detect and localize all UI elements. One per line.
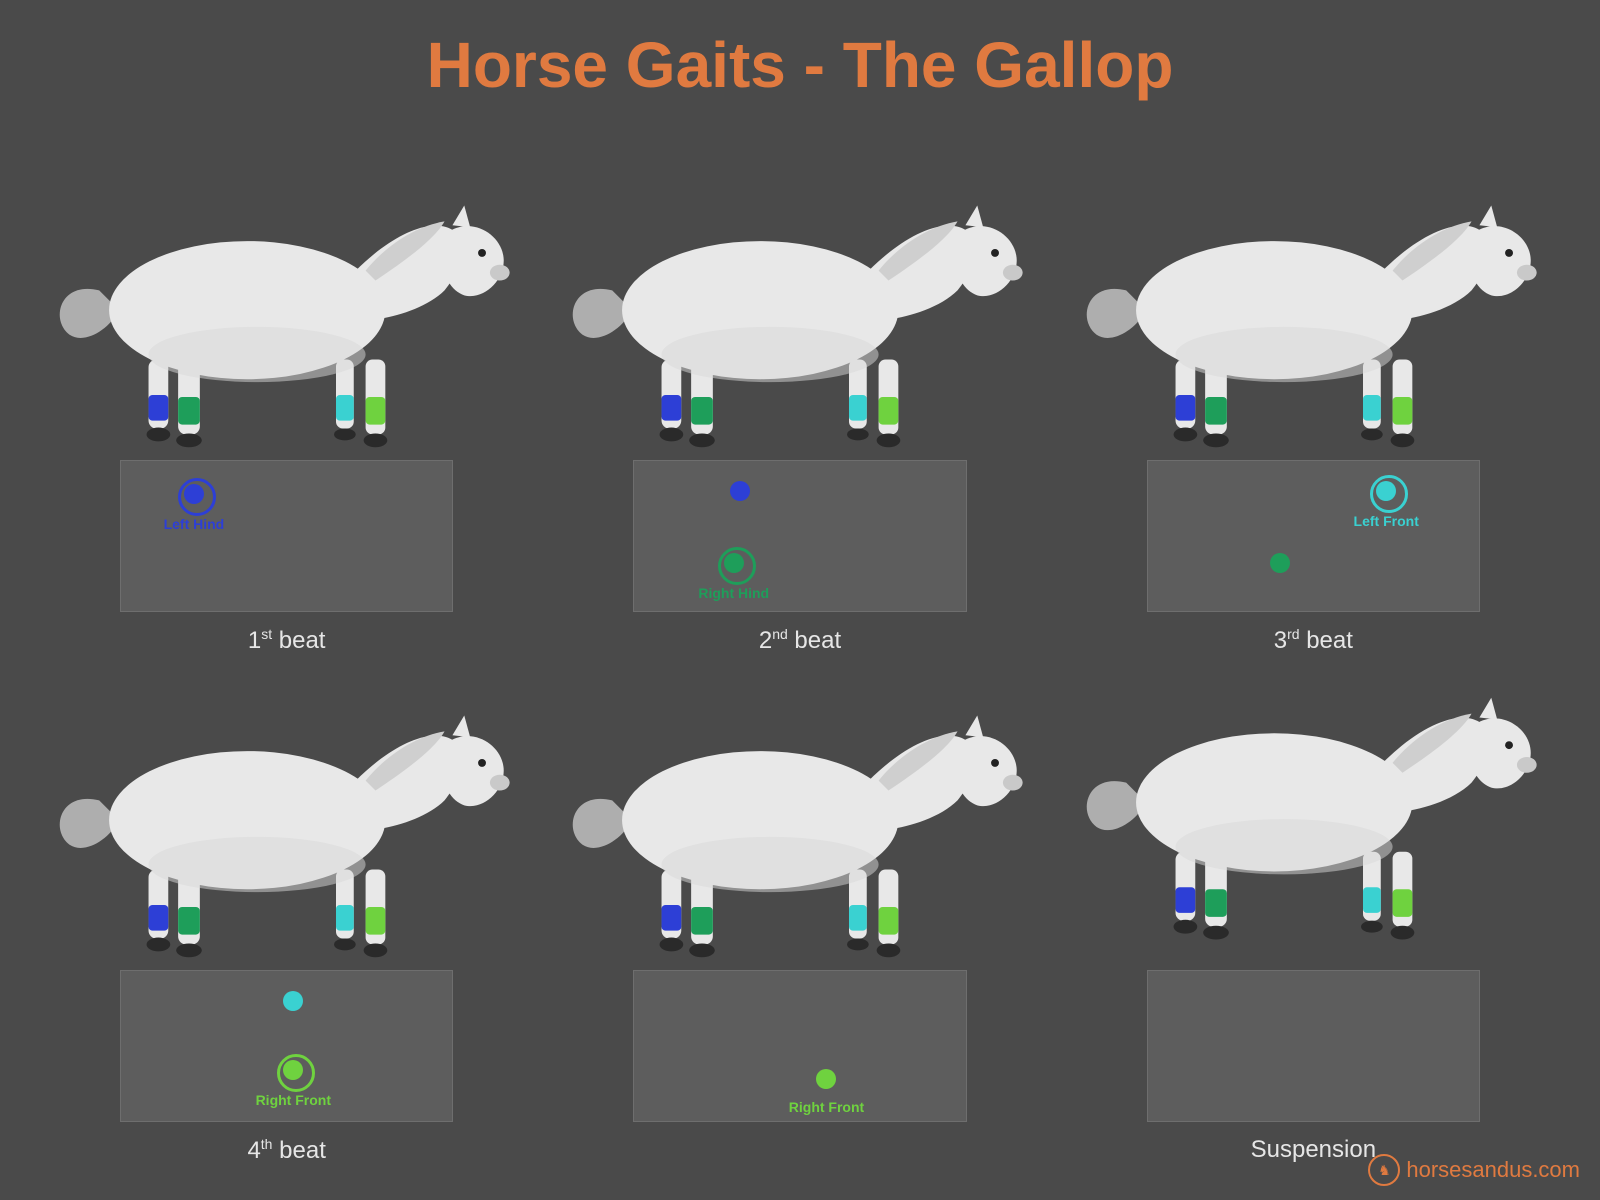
beat-label: 3rd beat xyxy=(1067,626,1560,655)
footfall-box xyxy=(1147,970,1480,1122)
footfall-dot-label: Right Front xyxy=(256,1092,331,1108)
gait-grid: Left Hind 1st beat xyxy=(40,160,1560,1170)
page-title: Horse Gaits - The Gallop xyxy=(0,28,1600,102)
gait-panel-beat2: Right Hind 2nd beat xyxy=(553,160,1046,660)
horse-illustration xyxy=(553,670,1046,990)
footfall-dot xyxy=(283,991,303,1011)
footfall-dot xyxy=(283,1060,303,1080)
footfall-box: Right Hind xyxy=(633,460,966,612)
gait-panel-suspension: Suspension xyxy=(1067,670,1560,1170)
footfall-box: Left Hind xyxy=(120,460,453,612)
horse-illustration xyxy=(40,670,533,990)
watermark-logo-icon: ♞ xyxy=(1368,1154,1400,1186)
beat-label: 2nd beat xyxy=(553,626,1046,655)
footfall-box: Left Front xyxy=(1147,460,1480,612)
watermark-text: horsesandus.com xyxy=(1406,1157,1580,1183)
footfall-dot xyxy=(724,553,744,573)
footfall-dot-label: Left Front xyxy=(1354,513,1419,529)
horse-illustration xyxy=(40,160,533,480)
footfall-dot xyxy=(816,1069,836,1089)
footfall-dot xyxy=(1270,553,1290,573)
beat-label: 4th beat xyxy=(40,1136,533,1165)
gait-panel-beat4: Right Front 4th beat xyxy=(40,670,533,1170)
horse-illustration xyxy=(1067,160,1560,480)
horse-illustration xyxy=(1067,670,1560,990)
watermark: ♞ horsesandus.com xyxy=(1368,1154,1580,1186)
footfall-box: Right Front xyxy=(120,970,453,1122)
gait-panel-beat3: Left Front 3rd beat xyxy=(1067,160,1560,660)
footfall-dot-label: Left Hind xyxy=(164,516,225,532)
footfall-dot xyxy=(730,481,750,501)
footfall-dot-label: Right Hind xyxy=(698,585,769,601)
footfall-box: Right Front xyxy=(633,970,966,1122)
horse-illustration xyxy=(553,160,1046,480)
beat-label: 1st beat xyxy=(40,626,533,655)
footfall-dot xyxy=(184,484,204,504)
gait-panel-beat5: Right Front xyxy=(553,670,1046,1170)
footfall-dot xyxy=(1376,481,1396,501)
footfall-dot-label: Right Front xyxy=(789,1099,864,1115)
gait-panel-beat1: Left Hind 1st beat xyxy=(40,160,533,660)
